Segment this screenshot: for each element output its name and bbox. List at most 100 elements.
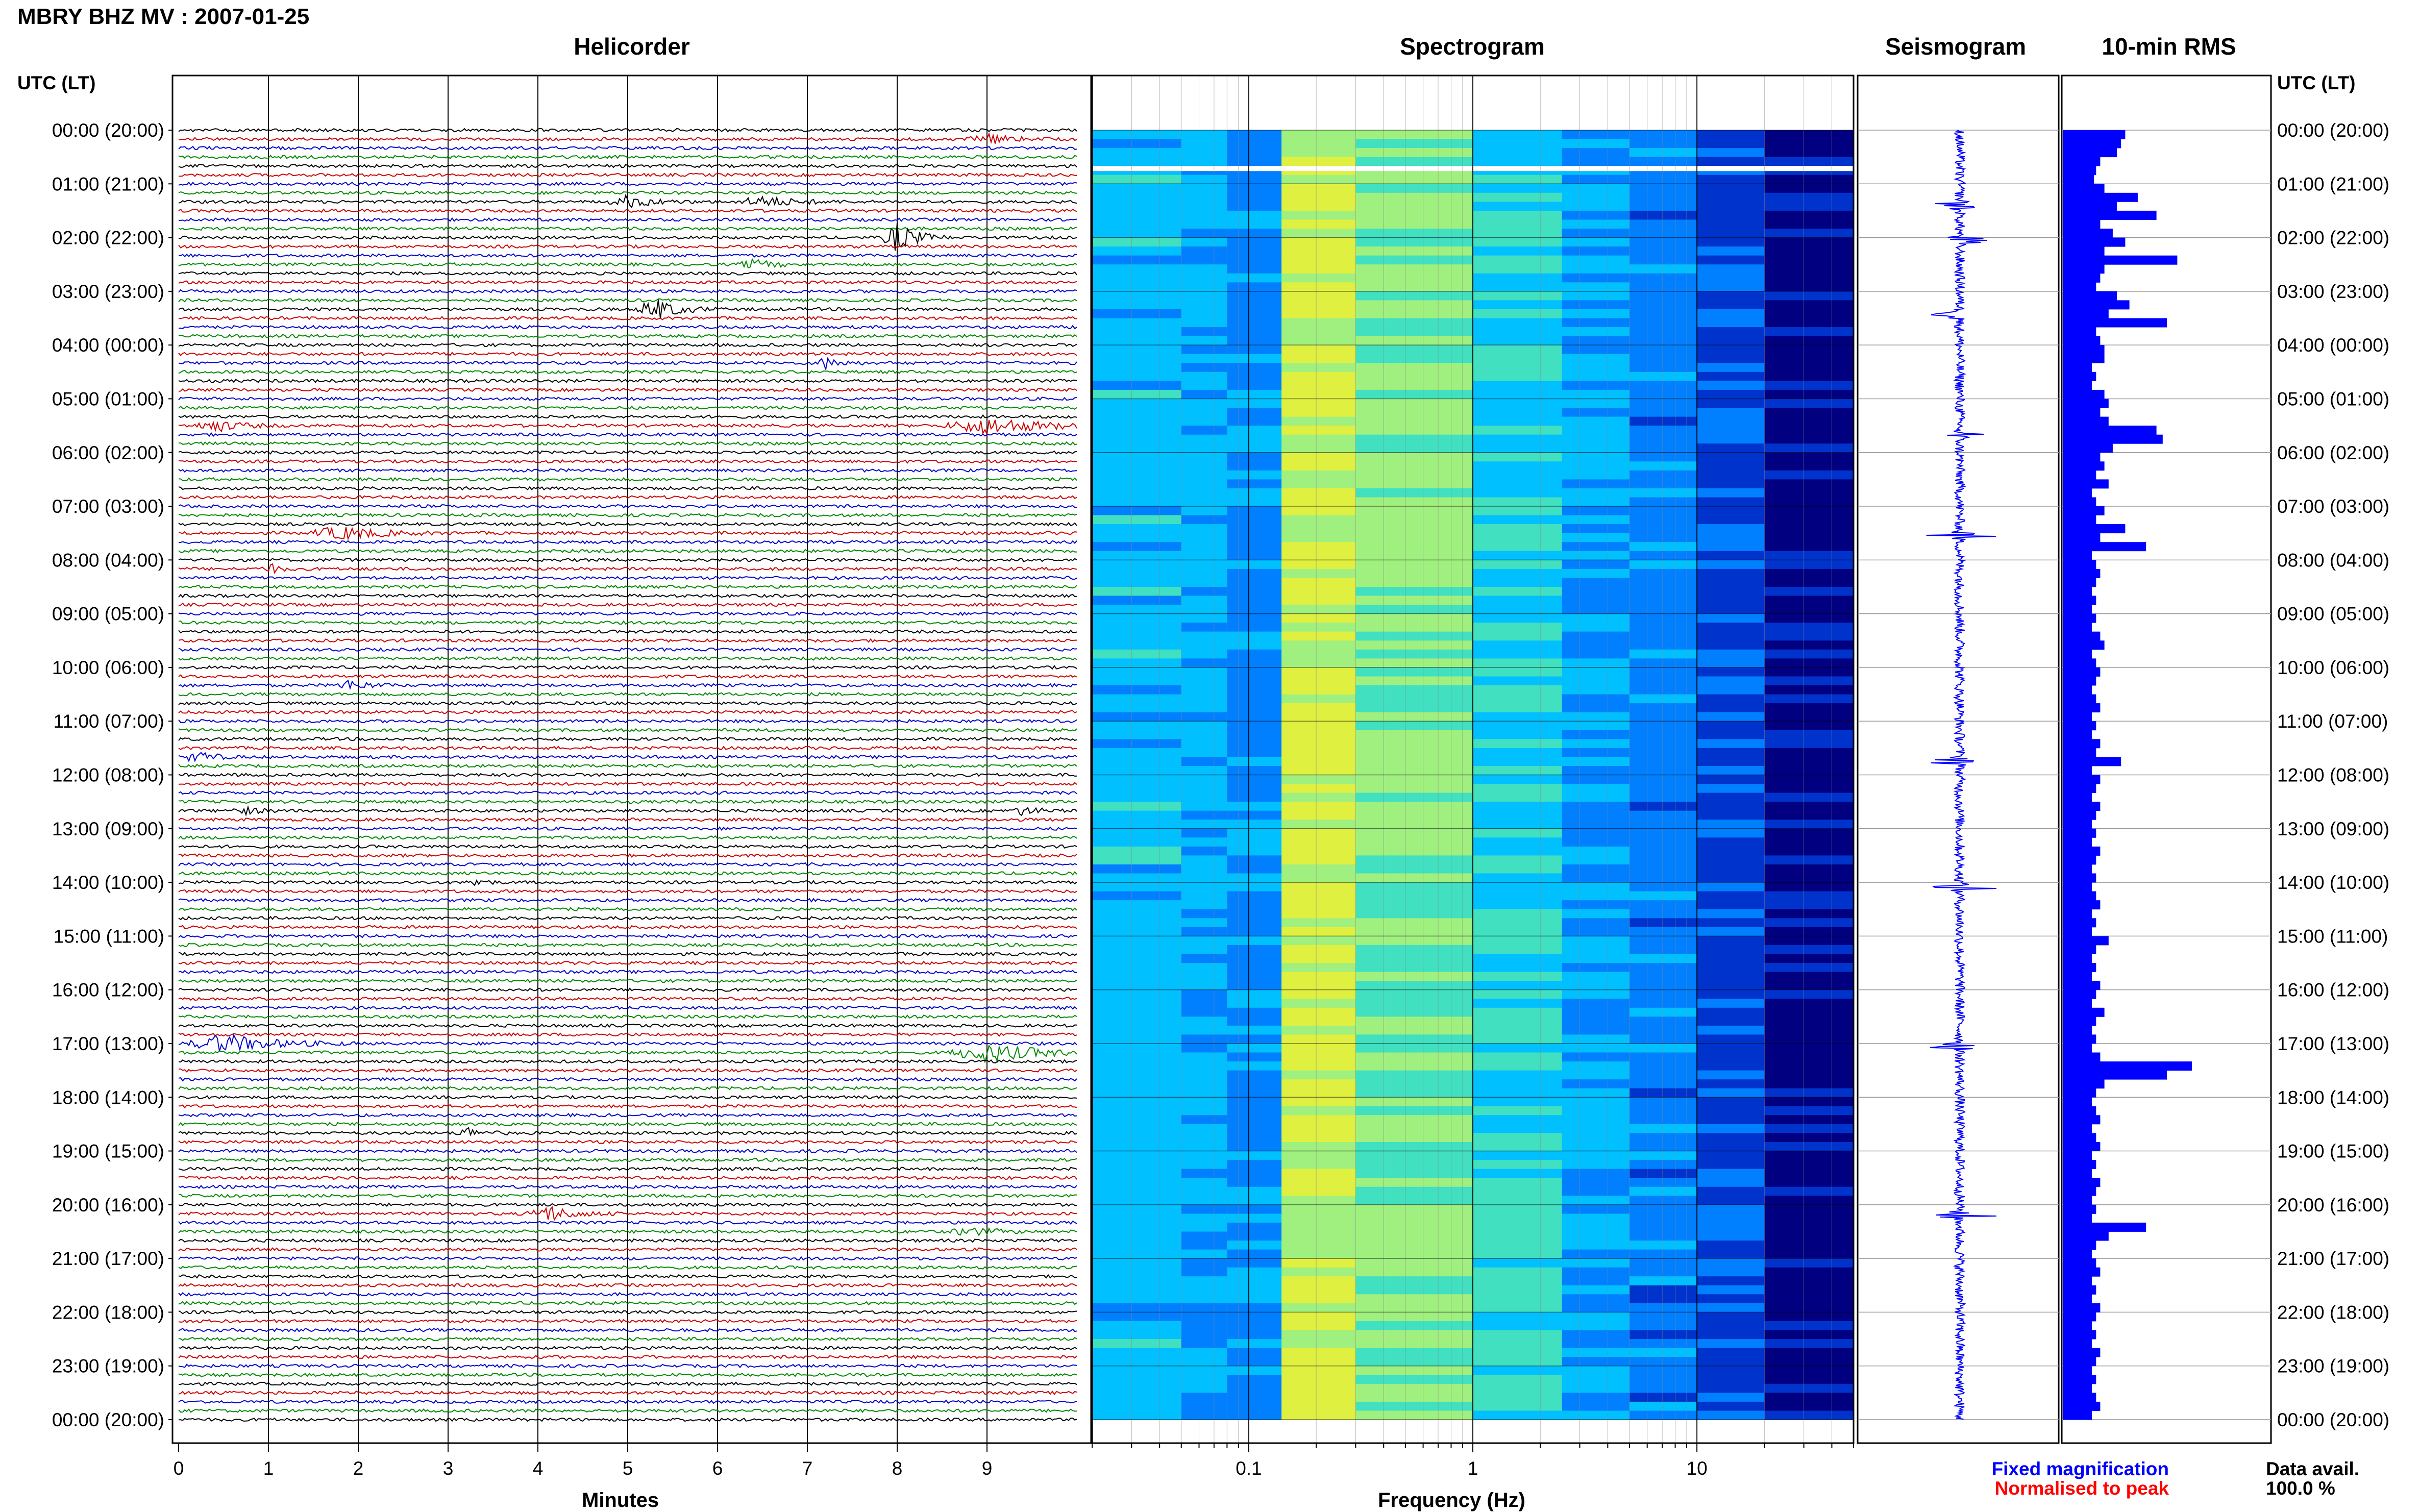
spectrogram-cell: [1562, 999, 1630, 1008]
spectrogram-cell: [1697, 246, 1765, 256]
spectrogram-cell: [1764, 927, 1854, 936]
spectrogram-cell: [1092, 1115, 1182, 1125]
spectrogram-cell: [1092, 237, 1182, 247]
spectrogram-cell: [1473, 1276, 1563, 1286]
helicorder-row-label-left: 05:00 (01:00): [52, 388, 164, 409]
spectrogram-cell: [1227, 605, 1282, 614]
spectrogram-cell: [1562, 1213, 1630, 1223]
spectrogram-cell: [1355, 1401, 1473, 1411]
rms-bar: [2063, 336, 2101, 345]
helicorder-trace: [178, 879, 1077, 886]
spectrogram-cell: [1764, 1178, 1854, 1187]
rms-bar: [2063, 264, 2105, 274]
spectrogram-cell: [1227, 712, 1282, 722]
spectrogram-cell: [1697, 739, 1765, 749]
spectrogram-cell: [1629, 1061, 1697, 1071]
helicorder-row-label-left: 23:00 (19:00): [52, 1356, 164, 1377]
rms-bar: [2063, 389, 2105, 399]
spectrogram-cell: [1227, 363, 1282, 373]
helicorder-trace: [178, 692, 1077, 697]
spectrogram-cell: [1227, 676, 1282, 686]
rms-bar: [2063, 1339, 2092, 1349]
spectrogram-cell: [1281, 1160, 1356, 1170]
rms-bar: [2063, 1106, 2096, 1116]
spectrogram-cell: [1629, 506, 1697, 516]
rms-bar: [2063, 820, 2092, 829]
spectrogram-cell: [1281, 649, 1356, 659]
spectrogram-x-tick-label: 10: [1687, 1458, 1708, 1479]
spectrogram-cell: [1764, 1124, 1854, 1133]
spectrogram-cell: [1355, 703, 1473, 713]
spectrogram-cell: [1697, 748, 1765, 757]
row-label-right: 10:00 (06:00): [2277, 657, 2389, 678]
spectrogram-cell: [1181, 434, 1228, 444]
spectrogram-cell: [1697, 219, 1765, 229]
helicorder-trace: [178, 357, 1077, 370]
helicorder-x-tick-label: 9: [982, 1458, 993, 1479]
spectrogram-cell: [1281, 578, 1356, 587]
rms-bar: [2063, 309, 2109, 318]
spectrogram-cell: [1092, 551, 1182, 560]
spectrogram-cell: [1697, 300, 1765, 310]
spectrogram-cell: [1473, 130, 1563, 140]
helicorder-trace: [178, 539, 1077, 544]
spectrogram-cell: [1355, 488, 1473, 498]
spectrogram-cell: [1764, 184, 1854, 193]
spectrogram-cell: [1764, 820, 1854, 829]
spectrogram-cell: [1473, 1357, 1563, 1367]
helicorder-trace: [178, 1327, 1077, 1333]
rms-bar: [2063, 488, 2092, 498]
spectrogram-cell: [1764, 568, 1854, 578]
spectrogram-cell: [1181, 184, 1228, 193]
spectrogram-cell: [1092, 542, 1182, 552]
spectrogram-cell: [1281, 210, 1356, 220]
spectrogram-cell: [1697, 685, 1765, 695]
rms-bar: [2063, 1321, 2092, 1330]
helicorder-trace: [178, 915, 1077, 921]
spectrogram-cell: [1697, 999, 1765, 1008]
spectrogram-cell: [1473, 1393, 1563, 1402]
spectrogram-cell: [1355, 229, 1473, 238]
spectrogram-cell: [1764, 721, 1854, 731]
spectrogram-cell: [1629, 587, 1697, 597]
spectrogram-cell: [1697, 864, 1765, 874]
spectrogram-cell: [1355, 1375, 1473, 1384]
rms-bar: [2063, 989, 2096, 999]
spectrogram-cell: [1181, 192, 1228, 202]
spectrogram-cell: [1629, 757, 1697, 766]
spectrogram-cell: [1281, 972, 1356, 981]
helicorder-trace: [178, 1238, 1077, 1243]
spectrogram-cell: [1562, 139, 1630, 148]
spectrogram-cell: [1092, 1375, 1182, 1384]
rms-bar: [2063, 524, 2126, 534]
spectrogram-cell: [1764, 1017, 1854, 1026]
spectrogram-cell: [1697, 1401, 1765, 1411]
spectrogram-cell: [1764, 1044, 1854, 1053]
spectrogram-cell: [1092, 587, 1182, 597]
spectrogram-cell: [1764, 1196, 1854, 1205]
rms-bar: [2063, 828, 2096, 838]
spectrogram-cell: [1281, 363, 1356, 373]
spectrogram-cell: [1092, 1079, 1182, 1089]
helicorder-trace: [178, 1023, 1077, 1028]
spectrogram-cell: [1355, 336, 1473, 345]
spectrogram-cell: [1629, 649, 1697, 659]
spectrogram-cell: [1562, 1196, 1630, 1205]
spectrogram-cell: [1227, 1025, 1282, 1035]
spectrogram-cell: [1697, 1222, 1765, 1232]
spectrogram-cell: [1092, 470, 1182, 480]
spectrogram-cell: [1227, 1052, 1282, 1062]
spectrogram-cell: [1227, 623, 1282, 632]
spectrogram-cell: [1227, 757, 1282, 766]
spectrogram-cell: [1629, 139, 1697, 148]
spectrogram-cell: [1697, 461, 1765, 471]
spectrogram-cell: [1181, 318, 1228, 328]
spectrogram-cell: [1227, 1294, 1282, 1304]
spectrogram-cell: [1355, 1267, 1473, 1277]
rms-bar: [2063, 426, 2157, 435]
spectrogram-cell: [1355, 1410, 1473, 1420]
spectrogram-cell: [1697, 1097, 1765, 1107]
spectrogram-cell: [1473, 640, 1563, 650]
spectrogram-cell: [1764, 497, 1854, 507]
spectrogram-cell: [1764, 273, 1854, 283]
